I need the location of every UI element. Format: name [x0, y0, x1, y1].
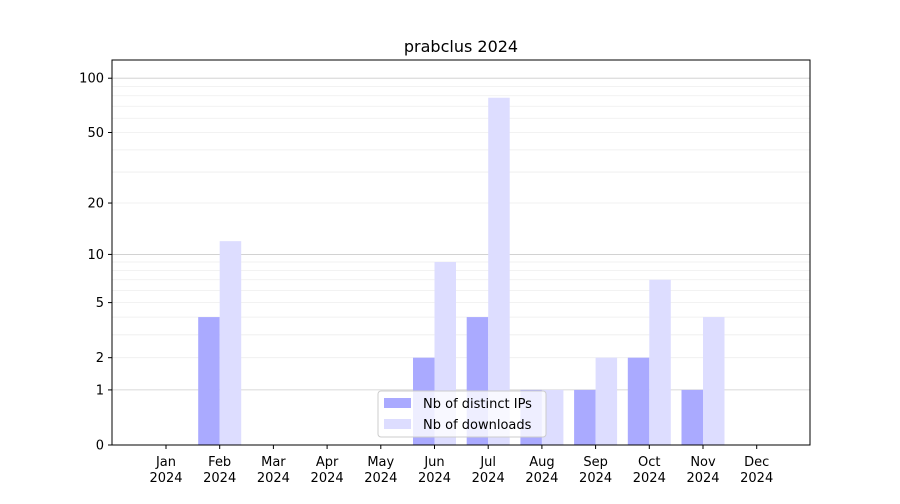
x-tick-label: Feb 2024	[203, 455, 236, 486]
y-tick-label: 100	[79, 72, 104, 87]
y-tick-label: 2	[96, 351, 104, 366]
bar-downloads	[649, 279, 671, 445]
y-tick-label: 50	[87, 126, 104, 141]
x-tick-label: Dec 2024	[740, 455, 773, 486]
bar-downloads	[703, 317, 725, 445]
bar-distinct-ips	[198, 317, 220, 445]
x-tick-label: Nov 2024	[686, 455, 719, 486]
y-tick-label: 20	[87, 197, 104, 212]
bar-downloads	[488, 97, 510, 445]
y-tick-label: 10	[87, 248, 104, 263]
legend-label: Nb of distinct IPs	[423, 397, 532, 412]
x-tick-label: Sep 2024	[579, 455, 612, 486]
chart-title: prabclus 2024	[404, 37, 518, 56]
bar-downloads	[595, 357, 618, 445]
x-tick-label: May 2024	[364, 455, 397, 486]
x-tick-label: Aug 2024	[525, 455, 558, 486]
legend-swatch	[384, 419, 411, 429]
plot-frame	[111, 59, 811, 446]
x-tick-label: Jul 2024	[472, 455, 505, 486]
bar-distinct-ips	[681, 389, 703, 445]
bar-distinct-ips	[627, 357, 650, 445]
x-tick-label: Jun 2024	[418, 455, 451, 486]
x-tick-label: Apr 2024	[311, 455, 344, 486]
legend-label: Nb of downloads	[423, 418, 532, 433]
legend-box	[377, 390, 547, 438]
x-tick-label: Oct 2024	[633, 455, 666, 486]
y-tick-label: 1	[96, 383, 104, 398]
bar-downloads	[219, 241, 242, 445]
x-tick-label: Mar 2024	[257, 455, 290, 486]
legend-swatch	[384, 398, 411, 408]
y-tick-label: 0	[96, 439, 104, 454]
y-tick-label: 5	[96, 296, 104, 311]
x-tick-label: Jan 2024	[149, 455, 182, 486]
bar-downloads	[541, 389, 564, 445]
bar-distinct-ips	[574, 389, 596, 445]
